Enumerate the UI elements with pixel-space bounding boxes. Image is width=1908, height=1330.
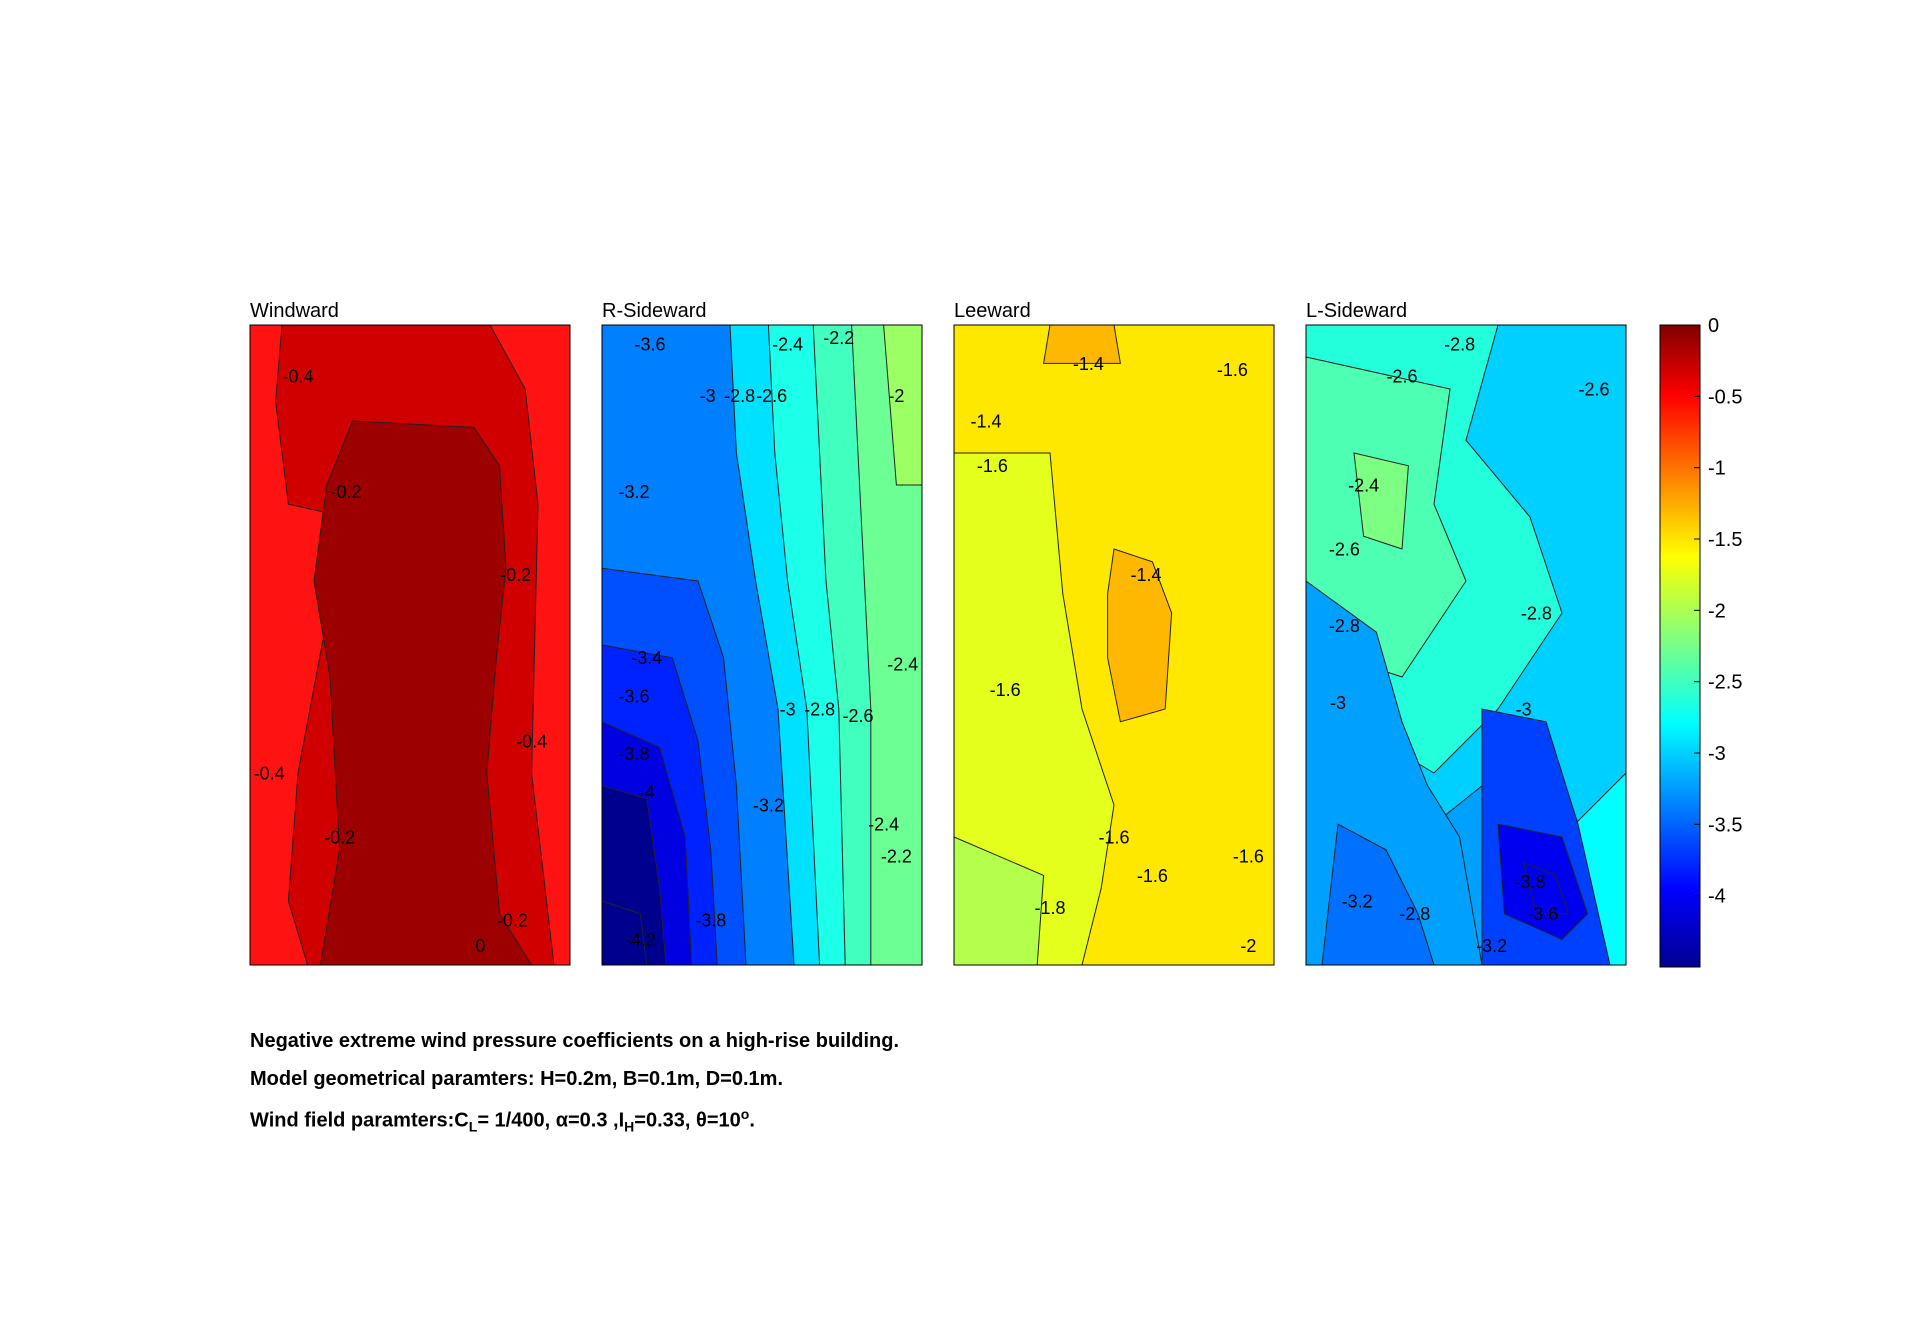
contour-label: -1.6 [990,680,1021,700]
colorbar-tick-label: -3.5 [1708,814,1742,836]
contour-label: -2.6 [756,386,787,406]
colorbar-gradient [1659,324,1701,968]
caption-cl-subscript: L [468,1118,478,1135]
panel-l-sideward: L-Sideward -2.8 -2.6 -2.6 -2.4 -2.6 -2.8 -2.8 -3… [1305,300,1627,966]
contour-label: -2.4 [868,815,899,835]
contour-band [1321,823,1435,966]
colorbar-tick-label: 0 [1708,315,1719,337]
colorbar-tick-label: -0.5 [1708,386,1742,408]
contour-label: -3.2 [1342,891,1373,911]
contour-label: -2.6 [1578,379,1609,399]
caption-line-3-end: . [749,1109,755,1132]
panel-frame [249,324,571,966]
contour-label: -2.6 [1386,367,1417,387]
contour-label: -1.6 [977,456,1008,476]
colorbar-tick-label: -4 [1708,886,1726,908]
caption-line-3: Wind field paramters:CL= 1/400, α=0.3 ,I… [250,1106,755,1135]
contour-label: -2 [888,386,904,406]
contour-label: -3 [1330,693,1346,713]
contour-label: -0.2 [324,827,355,847]
contour-label: -1.6 [1217,360,1248,380]
contour-label: -2.8 [804,699,835,719]
contour-label: -1.4 [1130,565,1161,585]
contour-label: -3.2 [753,795,784,815]
contour-label: -2.8 [1444,335,1475,355]
colorbar-tick-label: -3 [1708,743,1726,765]
contour-label: -1.6 [1233,847,1264,867]
caption-degree-superscript: o [740,1106,750,1122]
contour-label: -2.4 [772,335,803,355]
caption-line-2: Model geometrical paramters: H=0.2m, B=0… [250,1068,783,1090]
contour-label: -3 [780,699,796,719]
contour-label: -2.6 [842,706,873,726]
caption-line-1: Negative extreme wind pressure coefficie… [250,1030,900,1052]
contour-label: -3.8 [695,911,726,931]
contour-label: -2.8 [724,386,755,406]
contour-label: -1.6 [1098,827,1129,847]
contour-band [1107,548,1173,723]
contour-label: -2.8 [1329,616,1360,636]
colorbar-tick-label: -1.5 [1708,529,1742,551]
contour-label: -3.6 [634,335,665,355]
panel-title: L-Sideward [1306,300,1407,322]
panel-leeward: Leeward-1.4 -1.6-1.4-1.6-1.4-1.6-1.6-1.6-… [953,300,1275,966]
panel-title: Leeward [954,300,1031,322]
panel-frame [953,324,1275,966]
contour-label: -0.2 [500,565,531,585]
contour-label: -3.8 [618,744,649,764]
contour-band [1522,861,1570,915]
contour-label: -4 [639,783,655,803]
colorbar: 0 -0.5 -1 -1.5 -2 -2.5 -3 -3.5 -4 [1659,315,1742,968]
contour-label: -1.6 [1137,866,1168,886]
contour-band [1353,452,1409,550]
contour-label: -0.4 [254,763,285,783]
contour-label: -0.4 [282,367,313,387]
contour-label: -1.4 [970,411,1001,431]
caption-line-3-prefix: Wind field paramters:C [250,1109,469,1132]
contour-band [313,420,533,966]
contour-label: -0.4 [516,731,547,751]
contour-label: -1.4 [1073,354,1104,374]
contour-label: -3 [1516,699,1532,719]
panel-title: Windward [250,300,339,322]
panel-title: R-Sideward [602,300,706,322]
contour-label: -2.4 [887,655,918,675]
contour-label: -1.8 [1034,898,1065,918]
contour-label: -0.2 [497,911,528,931]
panel-windward: Windward -0.4 -0.2 -0.2 -0.4 -0.4 -0.2 -0.2 0 [249,300,571,966]
contour-label: -4.2 [625,930,656,950]
colorbar-tick-label: -1 [1708,458,1726,480]
contour-label: -3.4 [631,648,662,668]
contour-label: -2.8 [1399,904,1430,924]
contour-label: -2.2 [823,328,854,348]
panel-r-sideward: R-Sideward-3.6 -2.4 -2.2-3 -2.8 -2.6 -2-3.2-3… [601,300,923,966]
contour-label: -0.2 [330,482,361,502]
colorbar-tick-label: -2 [1708,600,1726,622]
caption-line-3-mid1: = 1/400, α=0.3 ,I [477,1109,625,1132]
contour-label: -3.6 [1527,904,1558,924]
panel-frame [1305,324,1627,966]
contour-label: -2 [1240,936,1256,956]
contour-label: -2.4 [1348,475,1379,495]
contour-label: -3.6 [618,687,649,707]
caption-line-3-mid2: =0.33, θ=10 [634,1109,741,1132]
contour-label: -3 [700,386,716,406]
contour-label: -2.8 [1521,603,1552,623]
contour-label: -3.2 [1476,936,1507,956]
panel-frame [601,324,923,966]
contour-label: -3.2 [618,482,649,502]
caption-ih-subscript: H [624,1118,635,1135]
contour-label: -2.6 [1329,539,1360,559]
contour-label: -3.8 [1514,872,1545,892]
colorbar-tick-label: -2.5 [1708,672,1742,694]
contour-label: -2.2 [881,847,912,867]
contour-label: 0 [475,936,485,956]
